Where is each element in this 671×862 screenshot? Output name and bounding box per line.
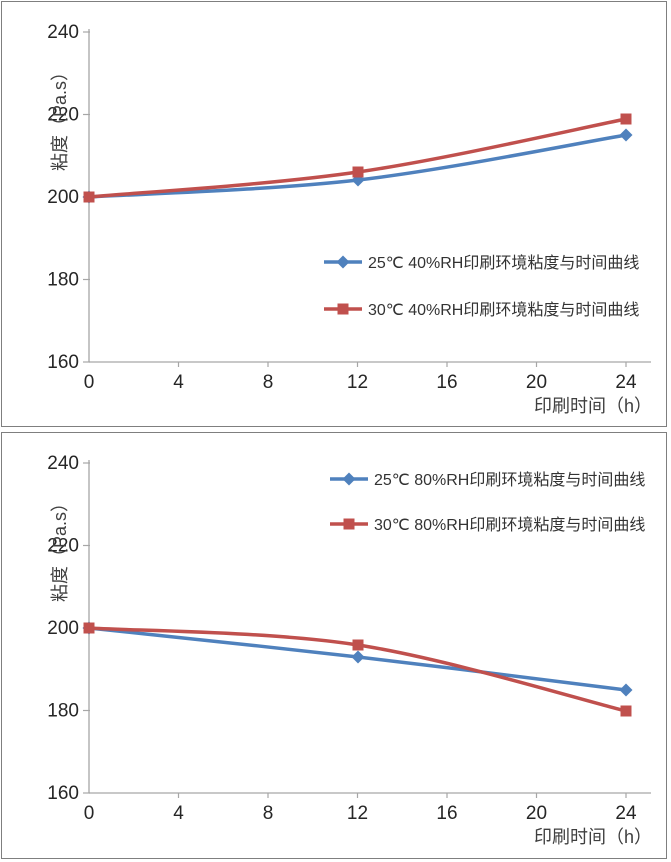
viscosity-time-chart-80rh: 160 180 200 220 240 0 4 8 12 16 20 24 印刷时间（h） 粘度（Pa.s… bbox=[47, 453, 652, 847]
legend-entry: 25℃ 40%RH印刷环境粘度与时间曲线 bbox=[324, 253, 639, 272]
x-tick-label: 4 bbox=[173, 372, 184, 393]
y-tick-label: 180 bbox=[47, 270, 79, 291]
legend-entry: 30℃ 40%RH印刷环境粘度与时间曲线 bbox=[324, 300, 639, 319]
y-axis-title: 粘度（Pa.s） bbox=[50, 494, 70, 602]
x-tick-label: 8 bbox=[263, 372, 274, 393]
legend-label: 30℃ 40%RH印刷环境粘度与时间曲线 bbox=[368, 300, 639, 319]
y-tick-label: 220 bbox=[47, 536, 79, 557]
y-tick-label: 240 bbox=[47, 453, 79, 474]
square-marker bbox=[352, 639, 364, 651]
square-marker bbox=[343, 518, 355, 530]
chart-panel-80rh: 160 180 200 220 240 0 4 8 12 16 20 24 印刷时间（h） 粘度（Pa.s… bbox=[1, 432, 667, 859]
x-axis-title: 印刷时间（h） bbox=[534, 827, 652, 847]
diamond-marker bbox=[342, 472, 356, 486]
x-tick-label: 0 bbox=[84, 372, 95, 393]
y-axis-title: 粘度（Pa.s） bbox=[50, 63, 70, 171]
legend-entry: 25℃ 80%RH印刷环境粘度与时间曲线 bbox=[330, 470, 645, 489]
square-marker bbox=[352, 166, 364, 178]
series-1 bbox=[83, 622, 632, 717]
x-tick-label: 12 bbox=[347, 372, 368, 393]
axes: 160 180 200 220 240 0 4 8 12 16 20 24 印刷时间（h） 粘度（Pa.s… bbox=[47, 453, 652, 847]
x-tick-label: 4 bbox=[173, 803, 184, 824]
axes: 160 180 200 220 240 0 4 8 12 16 20 24 印刷时间（h） 粘度（Pa.s… bbox=[47, 22, 652, 416]
y-tick-label: 200 bbox=[47, 187, 79, 208]
legend: 25℃ 40%RH印刷环境粘度与时间曲线 30℃ 40%RH印刷环境粘度与时间曲线 bbox=[324, 253, 639, 319]
diamond-marker bbox=[351, 650, 365, 664]
x-tick-label: 20 bbox=[526, 372, 547, 393]
y-tick-label: 220 bbox=[47, 105, 79, 126]
x-tick-label: 16 bbox=[436, 803, 457, 824]
square-marker bbox=[83, 622, 95, 634]
series-1 bbox=[83, 113, 632, 203]
y-tick-label: 240 bbox=[47, 22, 79, 43]
x-tick-label: 16 bbox=[436, 372, 457, 393]
diamond-marker bbox=[619, 683, 633, 697]
legend-label: 25℃ 40%RH印刷环境粘度与时间曲线 bbox=[368, 253, 639, 272]
legend: 25℃ 80%RH印刷环境粘度与时间曲线 30℃ 80%RH印刷环境粘度与时间曲线 bbox=[330, 470, 645, 534]
y-tick-label: 200 bbox=[47, 618, 79, 639]
y-tick-label: 160 bbox=[47, 783, 79, 804]
x-tick-label: 12 bbox=[347, 803, 368, 824]
legend-entry: 30℃ 80%RH印刷环境粘度与时间曲线 bbox=[330, 515, 645, 534]
y-tick-label: 160 bbox=[47, 352, 79, 373]
x-tick-label: 0 bbox=[84, 803, 95, 824]
x-tick-label: 24 bbox=[615, 372, 637, 393]
x-axis-title: 印刷时间（h） bbox=[534, 396, 652, 416]
viscosity-time-chart-40rh: 160 180 200 220 240 0 4 8 12 16 20 24 印刷时间（h） 粘度（Pa.s… bbox=[47, 22, 652, 416]
square-marker bbox=[337, 303, 349, 315]
legend-label: 25℃ 80%RH印刷环境粘度与时间曲线 bbox=[374, 470, 645, 489]
diamond-marker bbox=[619, 128, 633, 142]
series-line bbox=[87, 133, 628, 199]
y-tick-label: 180 bbox=[47, 701, 79, 722]
chart-panel-40rh: 160 180 200 220 240 0 4 8 12 16 20 24 印刷时间（h） 粘度（Pa.s… bbox=[1, 1, 667, 427]
x-tick-label: 24 bbox=[615, 803, 637, 824]
square-marker bbox=[83, 191, 95, 203]
square-marker bbox=[620, 705, 632, 717]
legend-label: 30℃ 80%RH印刷环境粘度与时间曲线 bbox=[374, 515, 645, 534]
diamond-marker bbox=[336, 255, 350, 269]
x-tick-label: 20 bbox=[526, 803, 547, 824]
series-0 bbox=[82, 621, 633, 697]
x-tick-label: 8 bbox=[263, 803, 274, 824]
square-marker bbox=[620, 113, 632, 125]
